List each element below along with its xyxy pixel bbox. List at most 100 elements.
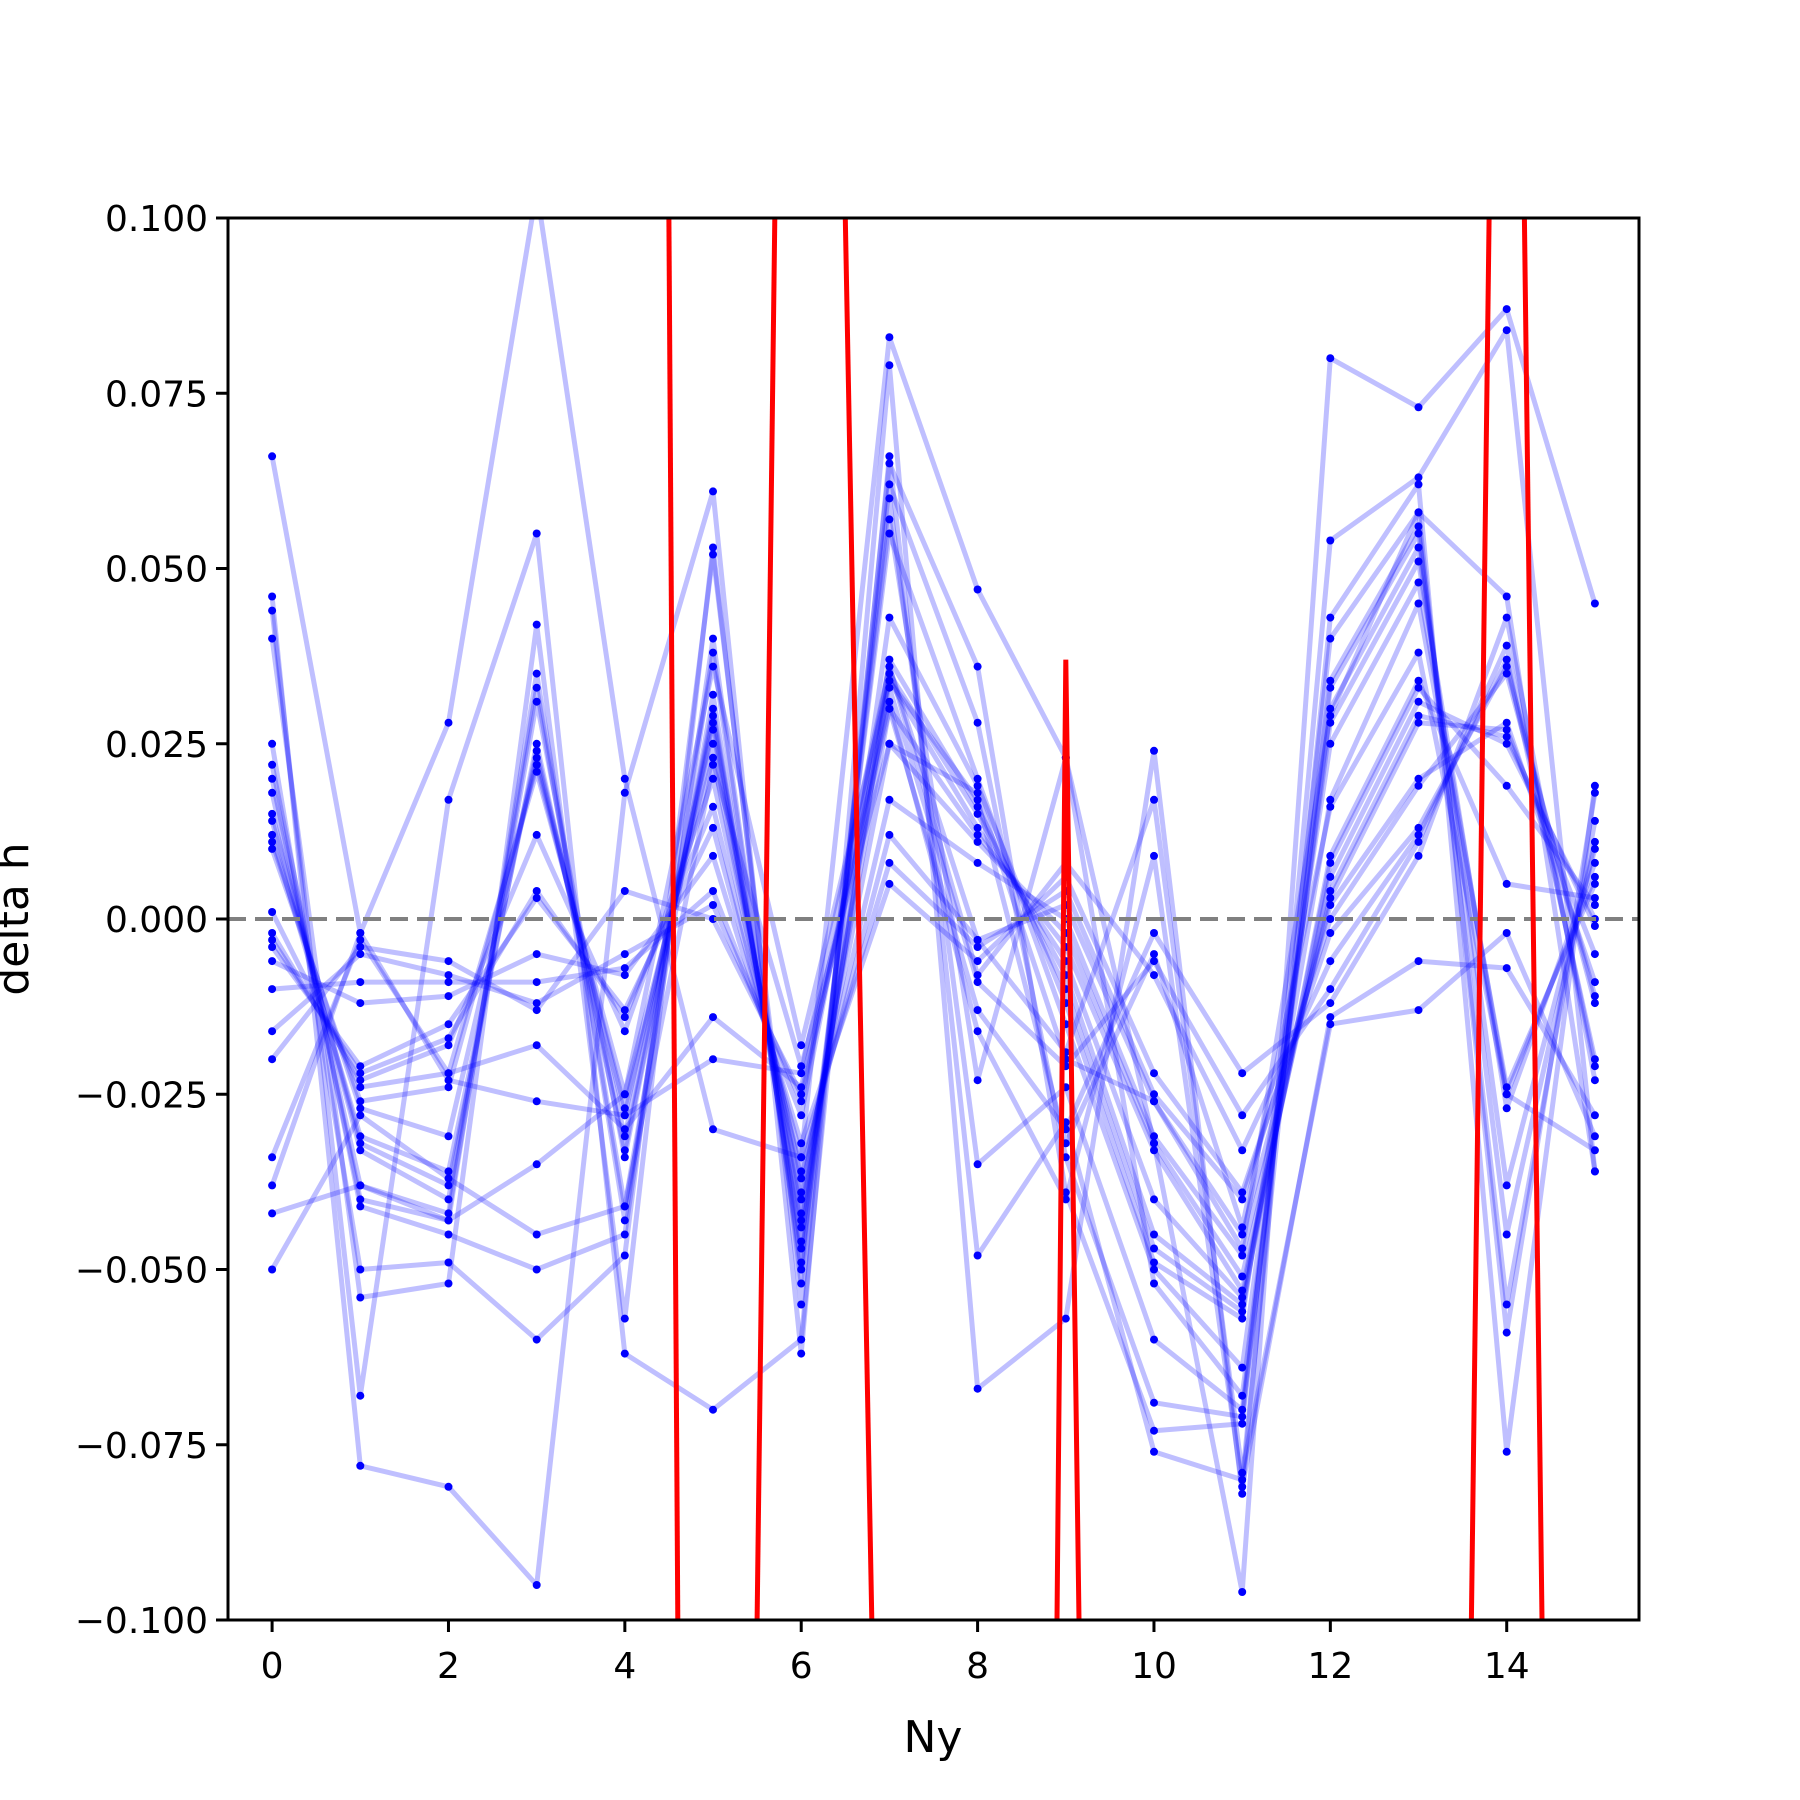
data-point xyxy=(356,1139,365,1148)
data-point xyxy=(709,851,717,860)
data-point xyxy=(1238,1272,1247,1281)
data-point xyxy=(1590,1146,1599,1155)
data-point xyxy=(356,1202,365,1211)
series-9 xyxy=(268,599,1599,1316)
data-point xyxy=(1238,1244,1247,1253)
data-point xyxy=(356,1181,365,1190)
data-point xyxy=(973,662,982,671)
data-point xyxy=(885,676,894,685)
data-point xyxy=(797,1139,806,1148)
data-point xyxy=(1326,795,1335,804)
data-point xyxy=(1590,858,1599,867)
data-point xyxy=(1150,1335,1158,1344)
data-point xyxy=(444,1482,453,1491)
data-point xyxy=(797,1237,806,1246)
data-point xyxy=(1326,1013,1335,1022)
data-point xyxy=(709,704,717,713)
data-point xyxy=(709,711,717,720)
data-point xyxy=(1150,950,1158,959)
series-line xyxy=(269,327,1598,1588)
data-point xyxy=(356,1195,365,1204)
red-line-layer xyxy=(666,218,1545,1620)
series-line xyxy=(269,218,1598,1595)
data-point xyxy=(268,1209,277,1218)
series-line xyxy=(269,671,1596,1307)
data-point xyxy=(885,529,894,538)
data-point xyxy=(268,908,277,916)
x-axis: 0 2 4 6 8 10 12 14 xyxy=(261,1620,1530,1687)
data-point xyxy=(885,739,894,748)
data-point xyxy=(444,978,453,987)
data-point xyxy=(268,985,277,994)
data-point xyxy=(1502,1230,1511,1239)
data-point xyxy=(532,1006,541,1015)
data-point xyxy=(709,774,717,783)
data-point xyxy=(885,662,894,671)
y-tick-label: −0.025 xyxy=(75,1075,208,1116)
data-point xyxy=(268,929,277,937)
data-point xyxy=(1326,739,1335,748)
data-point xyxy=(797,1097,806,1106)
series-12 xyxy=(268,697,1599,1295)
data-point xyxy=(1590,1167,1599,1176)
data-point xyxy=(1590,978,1599,987)
series-line xyxy=(269,664,1598,1476)
series-line xyxy=(271,650,1597,1230)
data-point xyxy=(797,1216,806,1225)
y-tick-label: 0.100 xyxy=(105,199,208,240)
data-point xyxy=(620,1230,629,1239)
data-point xyxy=(973,585,982,594)
data-point xyxy=(1150,1097,1158,1106)
data-point xyxy=(444,1034,453,1043)
data-point xyxy=(1238,1489,1247,1498)
series-line xyxy=(270,615,1598,1132)
data-point xyxy=(797,1069,806,1078)
data-point xyxy=(973,1384,982,1393)
data-point xyxy=(1502,1090,1511,1099)
data-point xyxy=(356,950,365,959)
y-tick-label: 0.050 xyxy=(105,550,208,591)
data-point xyxy=(709,1013,717,1022)
data-point xyxy=(1150,1139,1158,1148)
data-point xyxy=(532,1230,541,1239)
data-point xyxy=(973,788,982,797)
data-point xyxy=(1238,1286,1247,1295)
data-point xyxy=(620,1125,629,1134)
data-point xyxy=(1502,718,1511,727)
data-point xyxy=(356,943,365,951)
data-point xyxy=(1590,1076,1599,1085)
series-line xyxy=(269,699,1598,1293)
data-point xyxy=(1238,1482,1247,1491)
series-line xyxy=(269,453,1598,1483)
data-point xyxy=(532,1041,541,1050)
data-point xyxy=(797,1174,806,1183)
data-point xyxy=(797,1300,806,1309)
data-point xyxy=(709,487,717,496)
data-point xyxy=(1414,508,1423,517)
data-point xyxy=(532,1097,541,1106)
data-point xyxy=(1502,739,1511,748)
data-point xyxy=(973,781,982,790)
x-tick-label: 4 xyxy=(613,1646,636,1687)
data-point xyxy=(1502,781,1511,790)
data-point xyxy=(1326,858,1335,867)
data-point xyxy=(1590,894,1599,902)
data-point xyxy=(1414,529,1423,538)
data-point xyxy=(1238,1412,1247,1421)
series-2 xyxy=(268,452,1599,1484)
data-point xyxy=(709,662,717,671)
series-line xyxy=(270,643,1598,1118)
data-point xyxy=(1238,1069,1247,1078)
data-point xyxy=(620,1132,629,1141)
x-tick-label: 14 xyxy=(1484,1646,1530,1687)
data-point xyxy=(1590,1062,1599,1071)
data-point xyxy=(1326,802,1335,811)
data-point xyxy=(1061,1188,1070,1197)
data-point xyxy=(973,823,982,832)
data-point xyxy=(444,1167,453,1176)
data-point xyxy=(356,1461,365,1470)
x-tick-label: 10 xyxy=(1131,1646,1177,1687)
x-tick-label: 2 xyxy=(437,1646,460,1687)
data-point xyxy=(973,795,982,804)
